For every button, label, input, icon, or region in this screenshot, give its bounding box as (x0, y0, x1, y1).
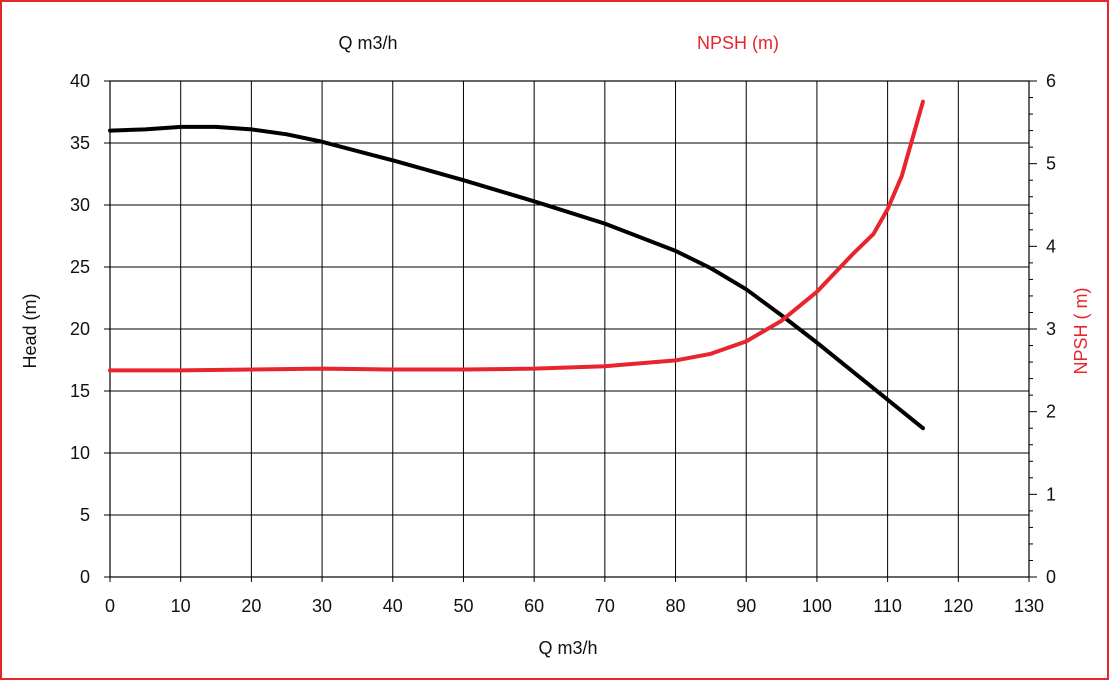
series-layer (108, 99, 925, 431)
plot-frame (109, 80, 1030, 578)
right-tick-label: 2 (1046, 402, 1056, 422)
x-tick-label: 130 (1014, 596, 1044, 616)
right-axis-label: NPSH ( m) (1071, 288, 1091, 375)
tick-label-layer: 0 10 20 30 40 50 60 70 80 90 100 110 120 130051015202… (70, 71, 1056, 616)
x-tick-label: 0 (105, 596, 115, 616)
left-tick-label: 25 (70, 257, 90, 277)
x-tick-label: 10 (171, 596, 191, 616)
axis-layer (104, 80, 1037, 582)
left-tick-label: 5 (80, 505, 90, 525)
left-tick-label: 15 (70, 381, 90, 401)
x-tick-label: 80 (666, 596, 686, 616)
head-series-line (108, 124, 925, 431)
top-label-npsh: NPSH (m) (697, 33, 779, 53)
left-axis-label: Head (m) (20, 293, 40, 368)
x-tick-label: 110 (873, 596, 902, 616)
right-tick-label: 3 (1046, 319, 1056, 339)
x-tick-label: 40 (383, 596, 403, 616)
right-tick-label: 4 (1046, 236, 1056, 256)
x-tick-label: 70 (595, 596, 615, 616)
left-tick-label: 0 (80, 567, 90, 587)
left-tick-label: 35 (70, 133, 90, 153)
grid-layer (109, 80, 1030, 578)
npsh-series-line (108, 99, 925, 373)
top-label-q: Q m3/h (338, 33, 397, 53)
x-tick-label: 60 (524, 596, 544, 616)
left-tick-label: 20 (70, 319, 90, 339)
right-tick-label: 1 (1046, 484, 1056, 504)
x-tick-label: 90 (736, 596, 756, 616)
right-tick-label: 5 (1046, 154, 1056, 174)
x-tick-label: 50 (453, 596, 473, 616)
x-tick-label: 20 (241, 596, 261, 616)
x-tick-label: 100 (802, 596, 832, 616)
x-axis-label: Q m3/h (538, 638, 597, 658)
right-tick-label: 0 (1046, 567, 1056, 587)
left-tick-label: 40 (70, 71, 90, 91)
x-tick-label: 120 (943, 596, 973, 616)
right-tick-label: 6 (1046, 71, 1056, 91)
left-tick-label: 10 (70, 443, 90, 463)
left-tick-label: 30 (70, 195, 90, 215)
x-tick-label: 30 (312, 596, 332, 616)
